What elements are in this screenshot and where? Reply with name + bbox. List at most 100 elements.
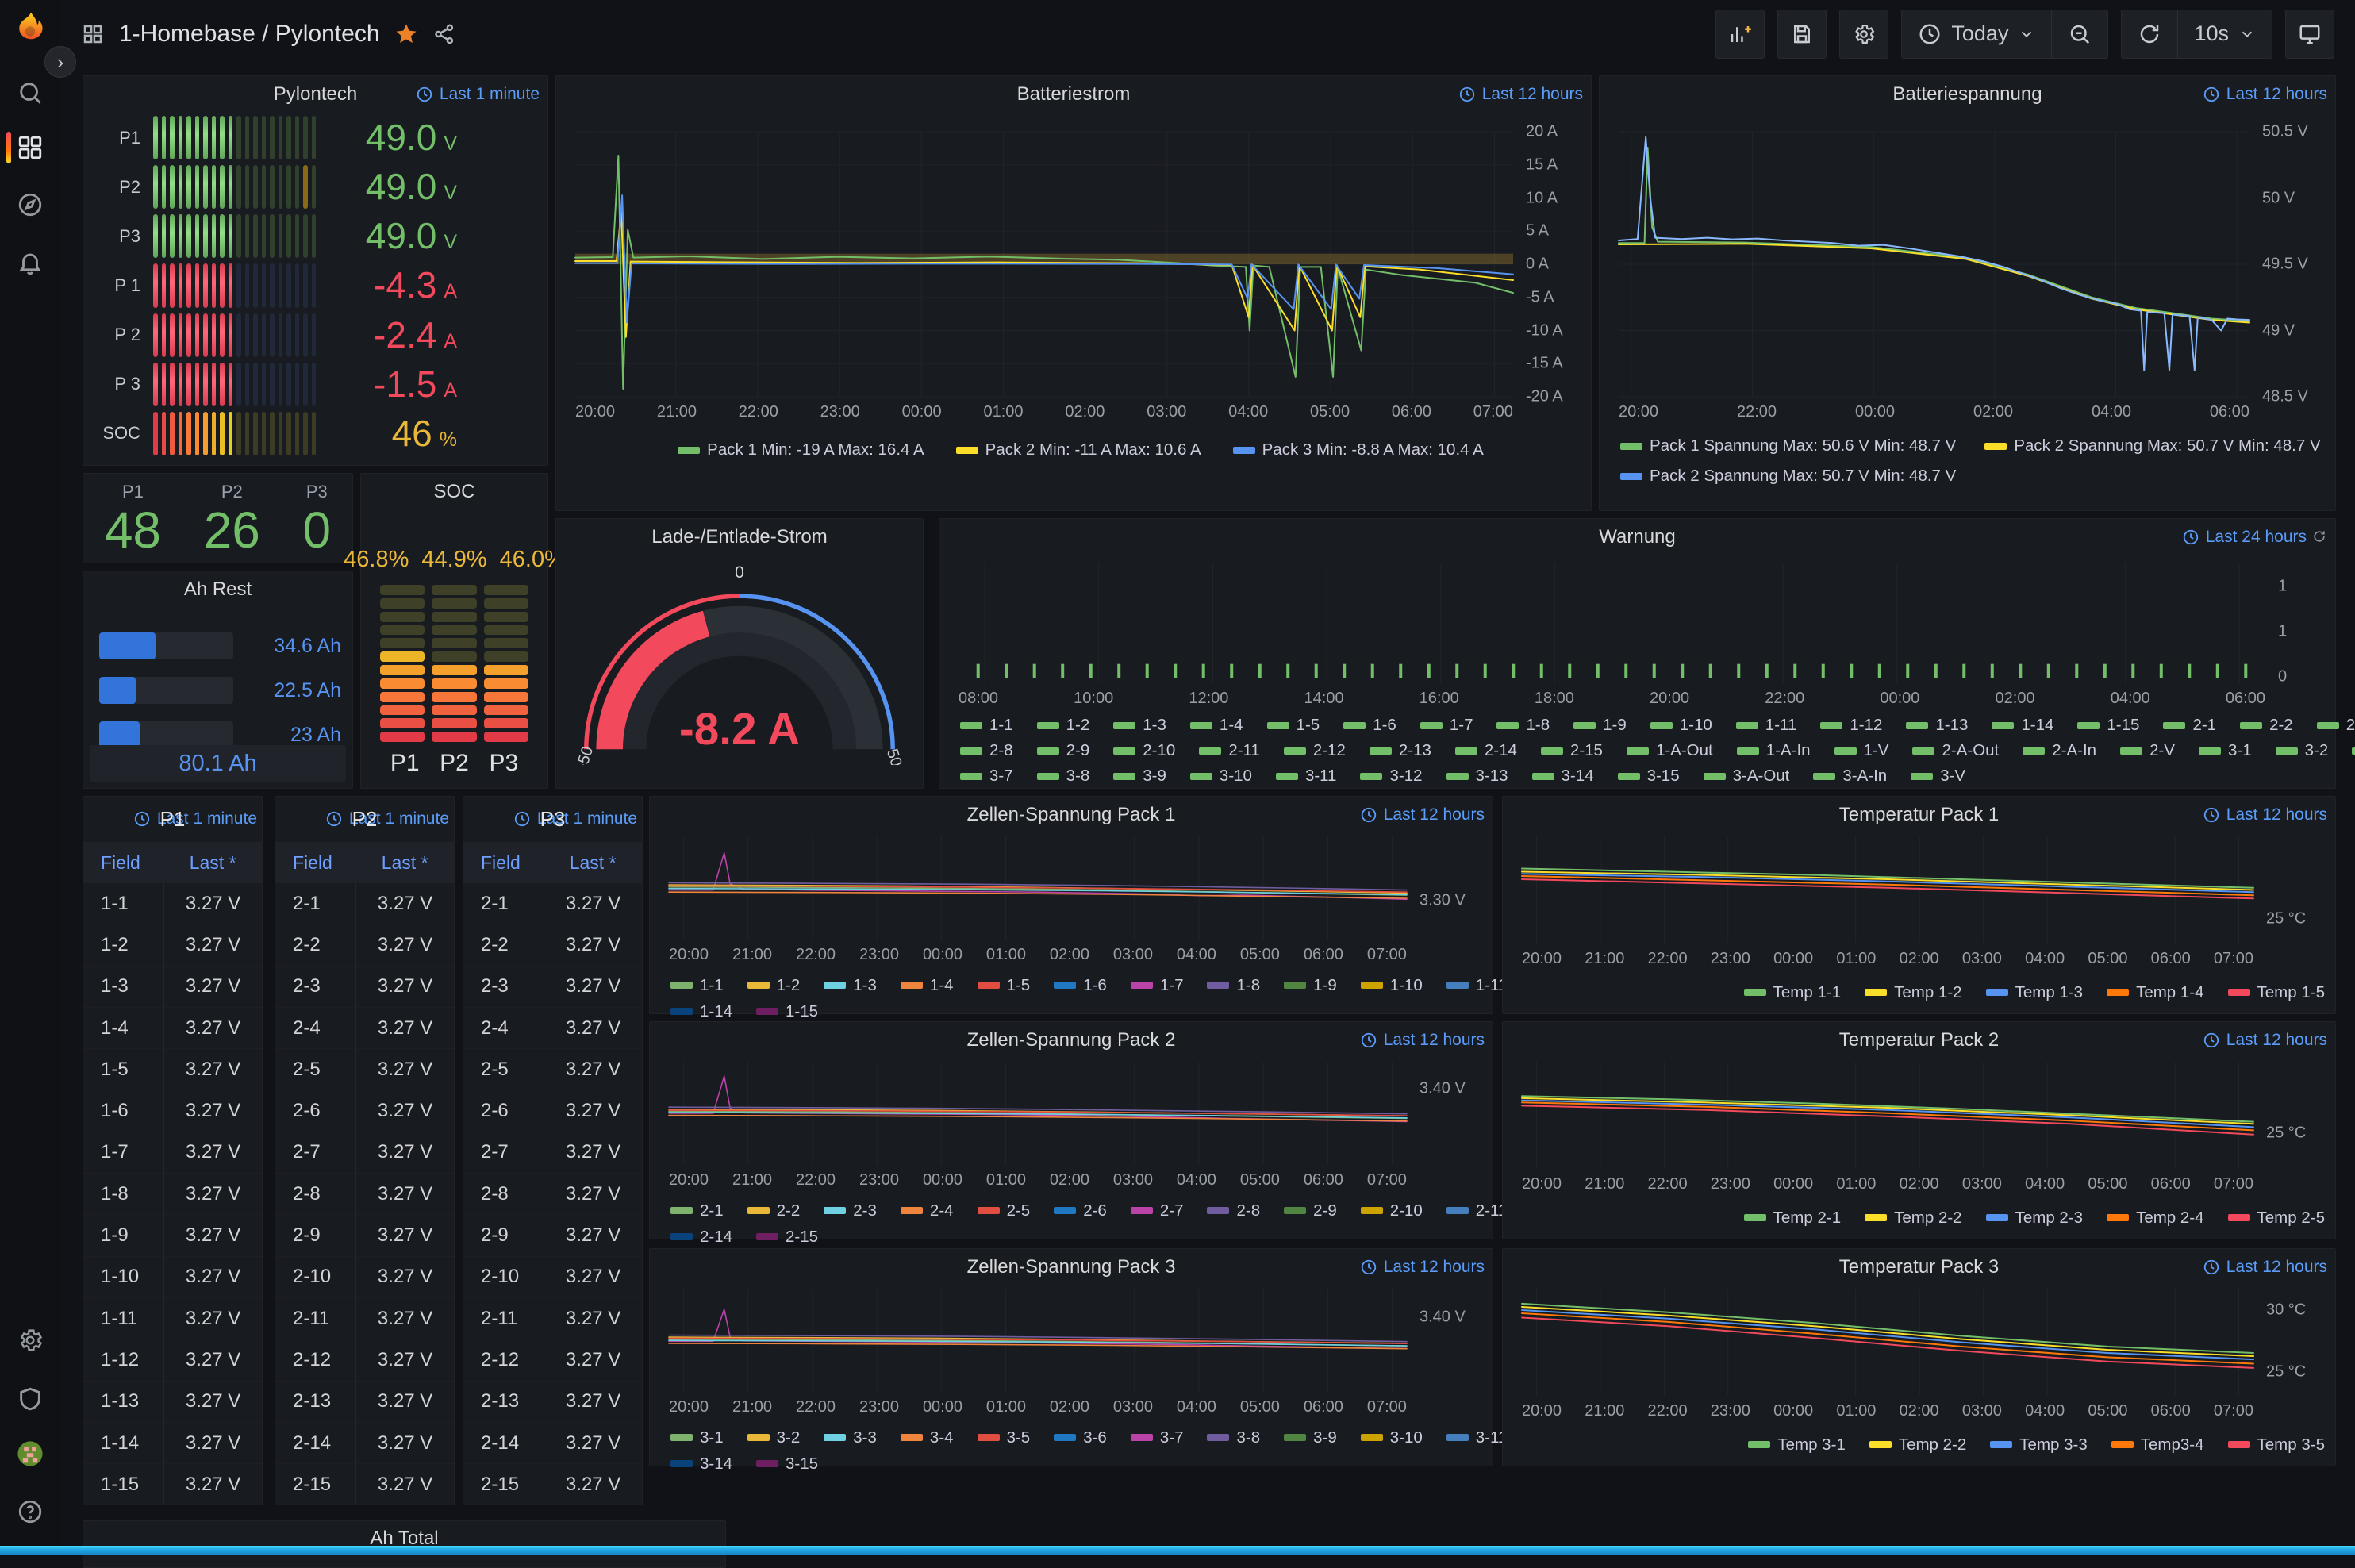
dashboard-settings-button[interactable] (1839, 9, 1889, 59)
panel-title[interactable]: Warnung (1599, 526, 1676, 548)
save-dashboard-button[interactable] (1777, 9, 1827, 59)
legend-item[interactable]: Temp 2-4 (2107, 1209, 2204, 1228)
temperatur-2-chart[interactable]: 25 °C 20:00 21:00 22:00 23:00 00:00 01:00 02:00… (1522, 1062, 2325, 1227)
time-range-badge[interactable]: Last 12 hours (2203, 85, 2327, 104)
legend-item[interactable]: 1-8 (1207, 976, 1260, 995)
time-range-badge[interactable]: Last 12 hours (1360, 805, 1485, 824)
column-header-last[interactable]: Last * (189, 851, 236, 873)
legend-item[interactable]: 1-5 (977, 976, 1030, 995)
panel-title[interactable]: Batteriespannung (1892, 83, 2042, 105)
panel-title[interactable]: Lade-/Entlade-Strom (651, 526, 828, 548)
sidebar-item-alerting[interactable] (0, 240, 60, 286)
column-header-last[interactable]: Last * (569, 851, 617, 873)
legend-item[interactable]: 1-15 (756, 1002, 818, 1021)
legend-item[interactable]: 2-9 (1284, 1201, 1337, 1220)
batteriestrom-chart[interactable]: 20 A 15 A 10 A 5 A 0 A -5 A -10 A -15 A -20 A 20:… (575, 123, 1563, 459)
panel-title[interactable]: Temperatur Pack 2 (1838, 1029, 2000, 1051)
legend-item[interactable]: 1-6 (1343, 716, 1396, 735)
legend-item[interactable]: 3-2 (2275, 741, 2328, 760)
favorite-star-icon[interactable] (394, 22, 418, 46)
legend-item[interactable]: 2-A-In (2023, 741, 2096, 760)
panel-title[interactable]: Temperatur Pack 3 (1838, 1256, 2000, 1278)
zoom-out-button[interactable] (2051, 10, 2107, 58)
column-header-field[interactable]: Field (481, 851, 521, 873)
column-header-field[interactable]: Field (101, 851, 140, 873)
legend-item[interactable]: 2-15 (1540, 741, 1603, 760)
sync-icon[interactable] (2311, 528, 2327, 544)
legend-item[interactable]: Temp 2-1 (1743, 1209, 1841, 1228)
legend-item[interactable]: 2-14 (670, 1228, 732, 1247)
sidebar-item-help[interactable] (0, 1489, 60, 1535)
zellen-3-chart[interactable]: 3.40 V 20:00 21:00 22:00 23:00 00:00 01:00 02:0… (669, 1289, 1678, 1473)
legend-item[interactable]: 3-8 (1036, 767, 1089, 786)
column-header-field[interactable]: Field (293, 851, 332, 873)
legend-item[interactable]: 2-1 (2163, 716, 2216, 735)
legend-item[interactable]: 2-3 (2316, 716, 2355, 735)
legend-item[interactable]: 3-13 (1446, 767, 1508, 786)
legend-item[interactable]: 1-2 (1036, 716, 1089, 735)
legend-item[interactable]: 3-3 (824, 1428, 877, 1447)
refresh-button[interactable] (2122, 10, 2177, 58)
panel-title[interactable]: Zellen-Spannung Pack 2 (966, 1029, 1176, 1051)
legend-item[interactable]: 2-5 (977, 1201, 1030, 1220)
legend-item[interactable]: 3-10 (1360, 1428, 1423, 1447)
time-range-badge[interactable]: Last 12 hours (2203, 805, 2327, 824)
panel-title[interactable]: Zellen-Spannung Pack 1 (966, 804, 1176, 825)
legend-item[interactable]: 2-14 (1454, 741, 1517, 760)
legend-item[interactable]: 1-2 (747, 976, 800, 995)
column-header-last[interactable]: Last * (381, 851, 428, 873)
legend-item[interactable]: 3-11 (1275, 767, 1336, 786)
legend-item[interactable]: 2-11 (1199, 741, 1260, 760)
legend-item[interactable]: Pack 3 Min: -8.8 A Max: 10.4 A (1232, 440, 1484, 459)
legend-item[interactable]: Temp 2-3 (1985, 1209, 2083, 1228)
legend-item[interactable]: 2-10 (1360, 1201, 1423, 1220)
legend-item[interactable]: 3-3 (2352, 741, 2355, 760)
legend-item[interactable]: 2-3 (824, 1201, 877, 1220)
legend-item[interactable]: 3-8 (1207, 1428, 1260, 1447)
legend-item[interactable]: 3-A-Out (1703, 767, 1789, 786)
legend-item[interactable]: Temp 2-5 (2227, 1209, 2325, 1228)
legend-item[interactable]: 2-10 (1113, 741, 1175, 760)
legend-item[interactable]: 2-11 (1446, 1201, 1507, 1220)
legend-item[interactable]: 1-13 (1906, 716, 1968, 735)
legend-item[interactable]: 2-2 (2240, 716, 2293, 735)
legend-item[interactable]: 3-12 (1360, 767, 1423, 786)
legend-item[interactable]: 1-6 (1054, 976, 1107, 995)
kiosk-mode-button[interactable] (2285, 9, 2334, 59)
zellen-2-chart[interactable]: 3.40 V 20:00 21:00 22:00 23:00 00:00 01:00 02:0… (669, 1062, 1678, 1246)
legend-item[interactable]: 3-15 (1617, 767, 1680, 786)
legend-item[interactable]: Temp 3-1 (1748, 1435, 1846, 1455)
warnung-chart[interactable]: 1 1 0 08:00 10:00 12:00 14:00 16:00 18:00 20:00 22… (959, 563, 2355, 785)
legend-item[interactable]: 3-1 (670, 1428, 724, 1447)
legend-item[interactable]: 1-1 (670, 976, 724, 995)
legend-item[interactable]: 1-7 (1420, 716, 1473, 735)
page-title[interactable]: 1-Homebase / Pylontech (119, 20, 380, 47)
time-range-badge[interactable]: Last 12 hours (2203, 1031, 2327, 1050)
legend-item[interactable]: 3-6 (1054, 1428, 1107, 1447)
legend-item[interactable]: Temp 3-5 (2227, 1435, 2325, 1455)
legend-item[interactable]: Temp 1-5 (2227, 983, 2325, 1002)
temperatur-1-chart[interactable]: 25 °C 20:00 21:00 22:00 23:00 00:00 01:00 02:00… (1522, 836, 2325, 1001)
legend-item[interactable]: Pack 2 Min: -11 A Max: 10.6 A (955, 440, 1201, 459)
legend-item[interactable]: 1-3 (1113, 716, 1166, 735)
legend-item[interactable]: 1-10 (1650, 716, 1712, 735)
legend-item[interactable]: 3-1 (2198, 741, 2252, 760)
legend-item[interactable]: 2-8 (960, 741, 1013, 760)
legend-item[interactable]: 1-10 (1360, 976, 1423, 995)
legend-item[interactable]: 1-11 (1446, 976, 1507, 995)
time-range-badge[interactable]: Last 12 hours (1360, 1258, 1485, 1277)
panel-title[interactable]: Ah Total (370, 1528, 439, 1549)
grafana-logo[interactable] (13, 11, 48, 46)
sidebar-item-configuration[interactable] (0, 1317, 60, 1363)
search-icon[interactable] (0, 70, 60, 116)
panel-title[interactable]: P1 (159, 807, 186, 831)
time-range-badge[interactable]: Last 12 hours (1360, 1031, 1485, 1050)
refresh-interval-picker[interactable]: 10s (2177, 10, 2272, 58)
time-range-badge[interactable]: Last 12 hours (2203, 1258, 2327, 1277)
legend-item[interactable]: Pack 2 Spannung Max: 50.7 V Min: 48.7 V (1620, 467, 1956, 486)
legend-item[interactable]: Pack 1 Spannung Max: 50.6 V Min: 48.7 V (1620, 436, 1956, 455)
legend-item[interactable]: Temp 1-1 (1743, 983, 1841, 1002)
time-range-badge[interactable]: Last 12 hours (1458, 85, 1583, 104)
legend-item[interactable]: 3-14 (1531, 767, 1594, 786)
legend-item[interactable]: 1-A-In (1736, 741, 1811, 760)
